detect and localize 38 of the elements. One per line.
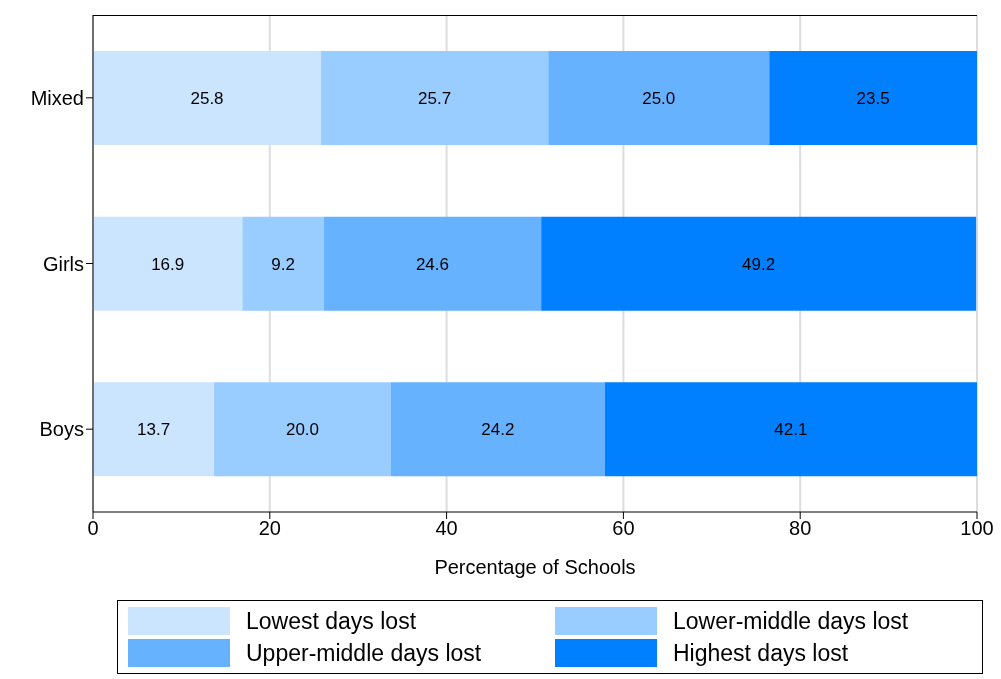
data-label: 20.0	[285, 420, 320, 440]
bar	[390, 382, 605, 477]
bar	[321, 51, 549, 145]
data-label: 24.2	[481, 420, 515, 440]
x-tick-label: 20	[258, 517, 281, 540]
bar	[214, 382, 391, 477]
data-label: 25.0	[642, 89, 676, 109]
bar	[604, 382, 977, 477]
legend-label: Upper-middle days lost	[246, 639, 482, 667]
data-label: 13.7	[137, 420, 171, 440]
bar	[242, 216, 324, 311]
data-label: 49.2	[742, 254, 776, 274]
x-tick-label: 80	[789, 517, 812, 540]
bar	[93, 51, 322, 145]
x-tick-label: 0	[87, 517, 99, 540]
data-label: 25.8	[190, 89, 224, 109]
bar	[541, 216, 977, 311]
x-tick-label: 40	[435, 517, 458, 540]
bar	[323, 216, 542, 311]
bar	[769, 51, 977, 145]
legend-label: Lowest days lost	[246, 607, 417, 635]
data-label: 42.1	[774, 420, 808, 440]
bar	[548, 51, 770, 145]
y-tick-label: Girls	[42, 252, 84, 275]
data-label: 9.2	[271, 254, 295, 274]
y-tick-label: Boys	[39, 418, 84, 441]
data-label: 24.6	[415, 254, 449, 274]
x-tick-label: 100	[960, 517, 994, 540]
data-label: 23.5	[856, 89, 890, 109]
bar	[93, 216, 243, 311]
legend-label: Highest days lost	[673, 639, 849, 667]
x-tick-label: 60	[612, 517, 635, 540]
data-label: 25.7	[418, 89, 452, 109]
bar	[93, 382, 215, 477]
data-label: 16.9	[151, 254, 185, 274]
y-tick-label: Mixed	[30, 86, 84, 109]
x-axis-title: Percentage of Schools	[434, 556, 636, 578]
legend-label: Lower-middle days lost	[673, 607, 909, 635]
